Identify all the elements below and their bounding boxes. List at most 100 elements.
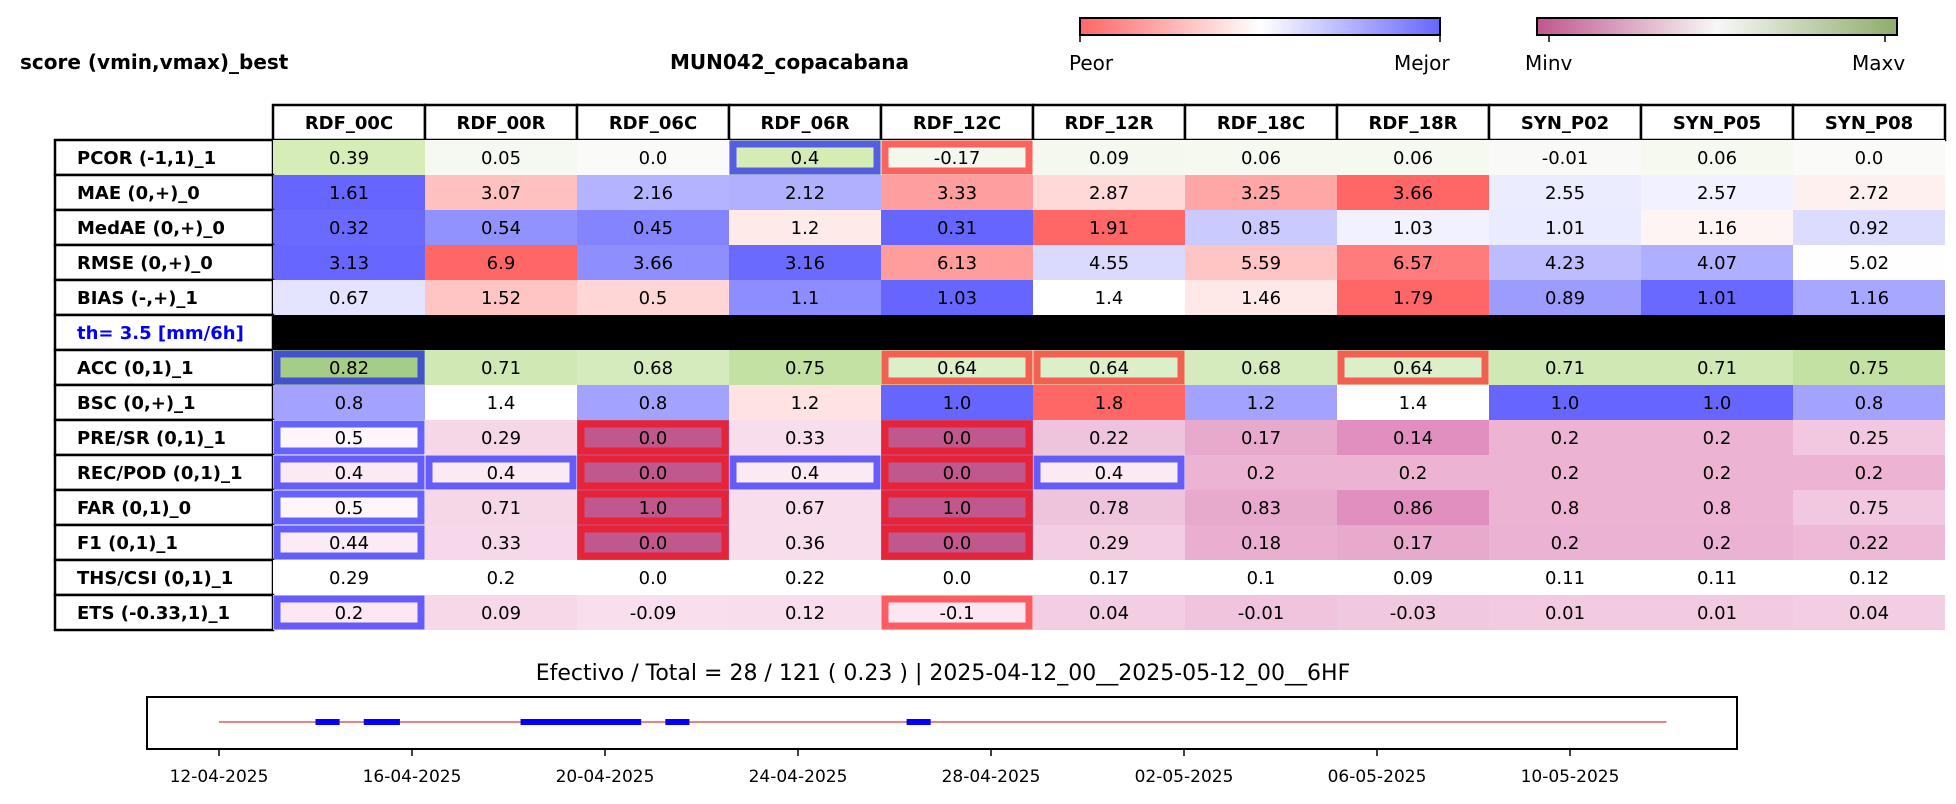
column-header: RDF_06R [760, 113, 849, 134]
row-label: BSC (0,+)_1 [77, 393, 196, 414]
worst-highlight [881, 595, 1033, 630]
heatmap-cell [1185, 525, 1337, 560]
cell-value: 0.32 [329, 218, 369, 239]
cell-value: 1.61 [329, 183, 369, 204]
heatmap-cell [1489, 210, 1641, 245]
cell-value: 3.25 [1241, 183, 1281, 204]
cell-value: 2.87 [1089, 183, 1129, 204]
row-label-cell [53, 138, 275, 177]
column-header: SYN_P02 [1521, 113, 1609, 134]
heatmap-cell [1489, 455, 1641, 490]
cell-value: 0.8 [1551, 498, 1580, 519]
heatmap-cell [577, 280, 729, 315]
cell-value: 0.68 [633, 358, 673, 379]
cell-value: 3.33 [937, 183, 977, 204]
cell-value: 0.17 [1089, 568, 1129, 589]
heatmap-cell [1793, 245, 1945, 280]
cell-value: 0.04 [1849, 603, 1889, 624]
worst-highlight [881, 455, 1033, 490]
worst-highlight [577, 490, 729, 525]
heatmap-cell [1185, 280, 1337, 315]
cell-value: 3.66 [1393, 183, 1433, 204]
heatmap-cell [577, 245, 729, 280]
cell-value: 0.2 [1703, 533, 1732, 554]
heatmap-cell [1337, 210, 1489, 245]
heatmap-cell [1033, 210, 1185, 245]
heatmap-cell [1185, 385, 1337, 420]
heatmap-cell [1793, 140, 1945, 175]
heatmap-cell [1793, 280, 1945, 315]
cell-value: 0.78 [1089, 498, 1129, 519]
cell-value: 0.2 [335, 603, 364, 624]
cell-value: 5.02 [1849, 253, 1889, 274]
heatmap-cell [577, 175, 729, 210]
heatmap-cell [1185, 490, 1337, 525]
heatmap-cell [1641, 280, 1793, 315]
heatmap-cell [1793, 385, 1945, 420]
heatmap-cell [425, 140, 577, 175]
cell-value: 0.8 [639, 393, 668, 414]
cell-value: 1.0 [1703, 393, 1732, 414]
cell-value: 0.0 [639, 533, 668, 554]
heatmap-cell [273, 245, 425, 280]
heatmap-cell [1641, 245, 1793, 280]
cell-value: 0.0 [943, 533, 972, 554]
cell-value: 4.23 [1545, 253, 1585, 274]
x-tick-label: 28-04-2025 [942, 767, 1041, 787]
cell-value: 0.2 [1855, 463, 1884, 484]
cell-value: 2.16 [633, 183, 673, 204]
heatmap-cell [1793, 350, 1945, 385]
heatmap-cell [273, 560, 425, 595]
heatmap-cell [881, 560, 1033, 595]
cell-value: 0.12 [785, 603, 825, 624]
worst-highlight [881, 490, 1033, 525]
cell-value: 0.0 [943, 568, 972, 589]
cell-value: 2.55 [1545, 183, 1585, 204]
heatmap-cell [729, 385, 881, 420]
heatmap-cell [577, 595, 729, 630]
heatmap-cell [1185, 420, 1337, 455]
score-heatmap: RDF_00C RDF_00R RDF_06C RDF_06R RDF_12C RDF_1… [53, 103, 1947, 632]
row-label: THS/CSI (0,1)_1 [77, 568, 233, 589]
column-header: RDF_00C [305, 113, 393, 134]
best-highlight [273, 420, 425, 455]
row-label: BIAS (-,+)_1 [77, 288, 198, 309]
cell-value: 0.0 [639, 568, 668, 589]
heatmap-cell [1033, 280, 1185, 315]
cell-value: 0.01 [1545, 603, 1585, 624]
cell-value: 0.83 [1241, 498, 1281, 519]
row-label-cell [53, 313, 275, 352]
cell-value: 1.2 [791, 218, 820, 239]
row-label-cell [53, 593, 275, 632]
cell-value: 1.8 [1095, 393, 1124, 414]
heatmap-cell [729, 560, 881, 595]
column-header: RDF_12C [913, 113, 1001, 134]
row-label: MedAE (0,+)_0 [77, 218, 225, 239]
heatmap-cell [425, 385, 577, 420]
cell-value: 0.75 [1849, 498, 1889, 519]
heatmap-cell [1489, 245, 1641, 280]
best-highlight [425, 455, 577, 490]
cell-value: 0.86 [1393, 498, 1433, 519]
heatmap-cell [1337, 595, 1489, 630]
cell-value: 1.03 [937, 288, 977, 309]
heatmap-cell [1337, 245, 1489, 280]
cell-value: 0.64 [1089, 358, 1129, 379]
heatmap-cell [881, 210, 1033, 245]
heatmap-cell [1489, 140, 1641, 175]
cell-value: 0.22 [1089, 428, 1129, 449]
heatmap-cell [1337, 140, 1489, 175]
heatmap-cell [577, 210, 729, 245]
cell-value: 0.0 [943, 463, 972, 484]
heatmap-cell [1033, 245, 1185, 280]
worst-highlight [1337, 350, 1489, 385]
cell-value: 3.07 [481, 183, 521, 204]
heatmap-cell [729, 595, 881, 630]
heatmap-cell [425, 560, 577, 595]
heatmap-cell [729, 490, 881, 525]
heatmap-cell [1641, 420, 1793, 455]
row-label-cell [53, 173, 275, 212]
cell-value: 0.67 [329, 288, 369, 309]
cell-value: 1.4 [487, 393, 516, 414]
row-label: ACC (0,1)_1 [77, 358, 193, 379]
